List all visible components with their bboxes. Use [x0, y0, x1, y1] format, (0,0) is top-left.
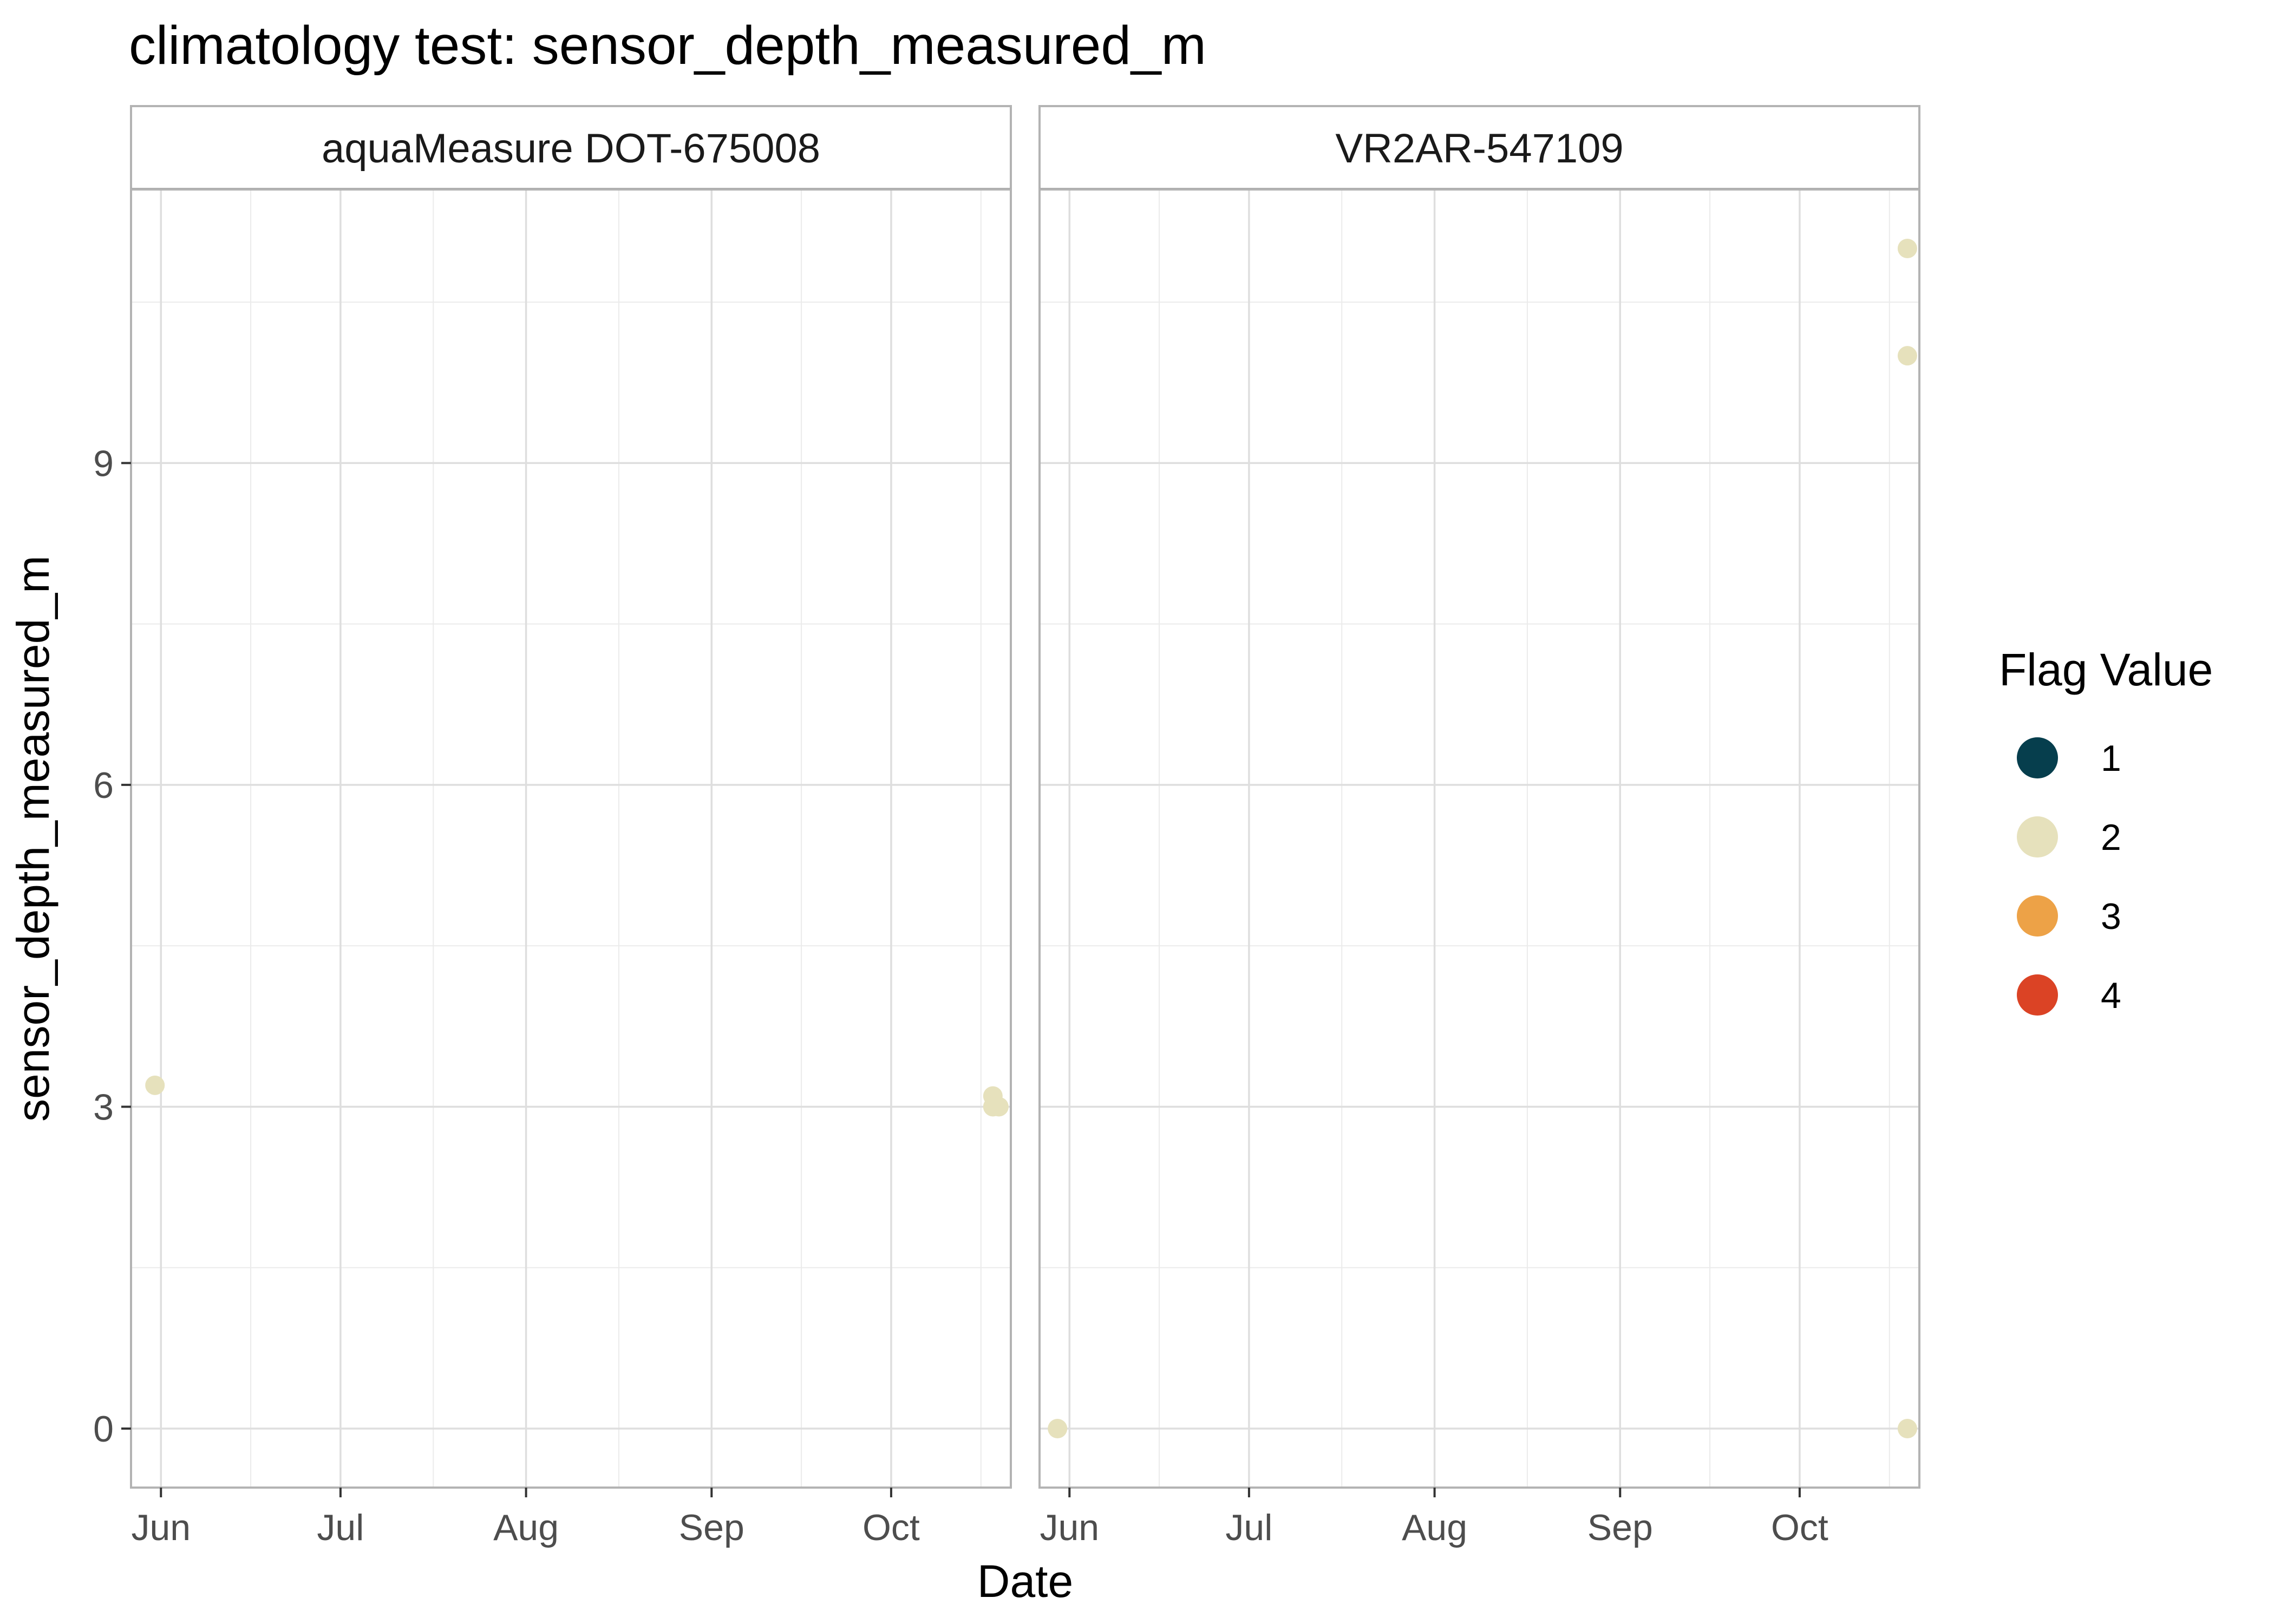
- x-tick-label: Sep: [1587, 1507, 1653, 1548]
- y-tick-label: 9: [93, 443, 114, 484]
- data-point: [1897, 1419, 1917, 1438]
- data-point: [1897, 239, 1917, 258]
- x-tick-label: Jul: [317, 1507, 364, 1548]
- panel-background: [131, 189, 1011, 1488]
- legend-swatch: [2017, 737, 2058, 778]
- data-point: [989, 1097, 1009, 1117]
- legend: Flag Value 1 2 3 4: [1999, 644, 2213, 1016]
- facet-strip-label: aquaMeasure DOT-675008: [322, 126, 820, 172]
- legend-label: 1: [2101, 738, 2121, 779]
- data-point: [1897, 346, 1917, 366]
- facet-strip-label: VR2AR-547109: [1335, 126, 1623, 172]
- y-tick-label: 3: [93, 1086, 114, 1128]
- x-tick-label: Oct: [1771, 1507, 1828, 1548]
- legend-swatch: [2017, 974, 2058, 1016]
- facet-strip: [1038, 105, 1920, 191]
- y-tick-label: 6: [93, 765, 114, 806]
- x-tick-label: Aug: [1402, 1507, 1467, 1548]
- y-axis: 0 3 6 9: [93, 443, 131, 1450]
- x-tick-label: Jun: [1040, 1507, 1099, 1548]
- chart-title: climatology test: sensor_depth_measured_…: [129, 15, 1206, 76]
- panel-border: [130, 188, 1012, 1489]
- legend-label: 4: [2101, 975, 2121, 1016]
- x-tick-label: Jul: [1225, 1507, 1272, 1548]
- panel-border: [1038, 188, 1920, 1489]
- data-point: [145, 1075, 165, 1095]
- legend-label: 2: [2101, 817, 2121, 858]
- legend-swatch: [2017, 895, 2058, 937]
- x-axis-label: Date: [977, 1556, 1073, 1607]
- x-tick-label: Jun: [131, 1507, 191, 1548]
- x-tick-label: Oct: [862, 1507, 920, 1548]
- facet-panel: aquaMeasure DOT-675008 Jun Jul Aug Sep Oct: [130, 105, 1012, 1548]
- y-tick-label: 0: [93, 1409, 114, 1450]
- x-tick-label: Sep: [679, 1507, 744, 1548]
- x-tick-label: Aug: [493, 1507, 559, 1548]
- legend-label: 3: [2101, 896, 2121, 937]
- panel-background: [1040, 189, 1919, 1488]
- legend-swatch: [2017, 816, 2058, 857]
- facet-panel: VR2AR-547109 Jun Jul Aug Sep Oct: [1038, 105, 1920, 1548]
- legend-title: Flag Value: [1999, 644, 2213, 695]
- facet-strip: [130, 105, 1012, 191]
- data-point: [1048, 1419, 1068, 1438]
- y-axis-label: sensor_depth_measured_m: [8, 555, 58, 1122]
